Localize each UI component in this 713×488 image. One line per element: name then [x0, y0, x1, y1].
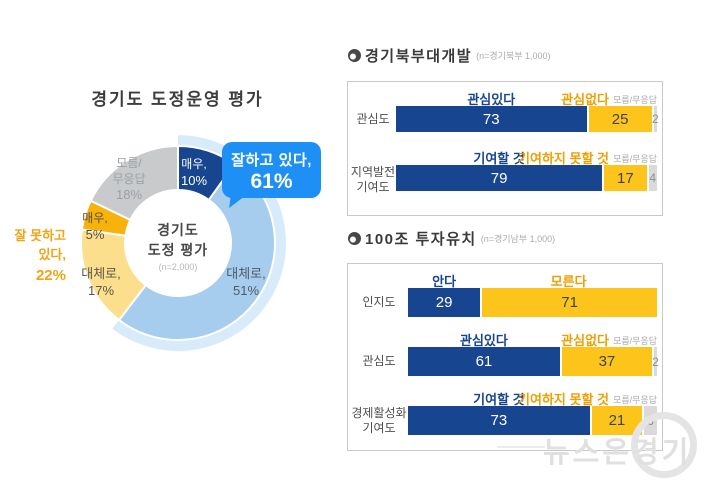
panel2-title-row: 100조 투자유치 (n=경기남부 1,000)	[348, 228, 555, 249]
watermark-line	[497, 446, 545, 448]
dont-know-label: 모름/무응답	[613, 336, 657, 346]
negative-answer-label: 관심없다	[561, 92, 609, 107]
positive-answer-label: 관심있다	[467, 92, 516, 107]
bar-segment-positive: 73	[396, 106, 587, 132]
bar-line: 관심도 61 37 2	[350, 347, 659, 376]
negative-answer-label: 기여하지 못할 것	[518, 392, 609, 407]
positive-callout-bubble: 잘하고 있다, 61%	[222, 142, 321, 210]
bar-header: 관심있다 관심없다 모름/무응답	[408, 330, 657, 348]
donut-sample-size: (n=2,000)	[158, 261, 198, 272]
bar-segment-negative: 17	[602, 165, 647, 191]
bar-row-label: 관심도	[356, 111, 390, 126]
bar-track: 73 25 2	[396, 106, 659, 132]
negative-answer-label: 기여하지 못할 것	[518, 151, 609, 166]
callout-tail	[229, 194, 245, 210]
panel1-bar-chart: 관심있다 관심없다 모름/무응답 관심도 73 25 2 기여할 것 기여하지 못할 것 모름/무…	[347, 81, 663, 216]
bar-track: 61 37 2	[408, 347, 659, 376]
positive-answer-label: 관심있다	[460, 333, 508, 348]
bar-row-label: 경제활성화 기여도	[351, 406, 407, 435]
negative-callout-label: 잘 못하고 있다, 22%	[14, 228, 66, 284]
donut-label-somewhat-negative: 대체로, 17%	[81, 266, 121, 298]
positive-answer-label: 기여할 것	[473, 151, 525, 166]
dont-know-label: 모름/무응답	[613, 154, 657, 164]
negative-answer-label: 모른다	[550, 274, 587, 289]
panel2-sample-size: (n=경기남부 1,000)	[480, 234, 556, 244]
bar-header: 기여할 것 기여하지 못할 것 모름/무응답	[396, 148, 657, 166]
bar-header: 안다 모른다	[408, 271, 657, 289]
donut-label-very-negative: 매우, 5%	[82, 211, 108, 242]
donut-chart	[80, 135, 286, 351]
donut-segment-4	[89, 144, 179, 222]
bullet-icon	[348, 49, 361, 62]
bar-line: 관심도 73 25 2	[350, 106, 659, 132]
watermark: 뉴스온경기	[543, 437, 692, 469]
donut-chart-title: 경기도 도정운영 평가	[91, 90, 264, 109]
bar-segment-negative: 71	[480, 288, 657, 317]
bar-segment-dont-know: 2	[651, 106, 659, 132]
panel2-title: 100조 투자유치	[365, 231, 477, 248]
panel1-title-row: 경기북부대개발 (n=경기북부 1,000)	[348, 45, 551, 66]
donut-center-label: 경기도 도정 평가 (n=2,000)	[128, 220, 228, 272]
bar-line: 지역발전 기여도 79 17 4	[350, 165, 659, 195]
bar-header: 기여할 것 기여하지 못할 것 모름/무응답	[408, 389, 657, 407]
panel1-title: 경기북부대개발	[365, 48, 473, 65]
bar-row: 기여할 것 기여하지 못할 것 모름/무응답 지역발전 기여도 79 17 4	[350, 148, 659, 195]
bar-line: 인지도 29 71	[350, 288, 659, 317]
bar-segment-negative: 25	[586, 106, 652, 132]
donut-glow-ring	[112, 135, 286, 351]
bar-segment-positive: 61	[408, 347, 560, 376]
bar-track: 29 71	[408, 288, 657, 317]
watermark-logo-circle	[631, 412, 697, 478]
donut-label-somewhat-positive: 대체로, 51%	[226, 266, 266, 298]
bar-header: 관심있다 관심없다 모름/무응답	[396, 89, 657, 107]
bar-segment-positive: 79	[396, 165, 603, 191]
bar-segment-positive: 73	[408, 406, 590, 435]
negative-answer-label: 관심없다	[561, 333, 609, 348]
panel1-sample-size: (n=경기북부 1,000)	[476, 51, 551, 61]
bar-row-label: 지역발전 기여도	[350, 165, 396, 194]
donut-segment-1	[117, 162, 276, 341]
bar-row-label: 관심도	[362, 354, 396, 368]
bar-row-label: 인지도	[362, 295, 396, 309]
bullet-icon	[348, 232, 361, 245]
positive-answer-label: 안다	[432, 274, 457, 289]
dont-know-label: 모름/무응답	[613, 95, 657, 105]
positive-answer-label: 기여할 것	[473, 392, 525, 407]
bar-segment-dont-know: 2	[652, 347, 659, 376]
donut-label-dont-know: 모름/ 무응답 18%	[112, 156, 146, 203]
bar-track: 79 17 4	[396, 165, 657, 191]
dont-know-label: 모름/무응답	[613, 395, 657, 405]
bar-segment-dont-know: 4	[646, 165, 657, 191]
bar-segment-positive: 29	[408, 288, 481, 317]
donut-label-very-positive: 매우, 10%	[180, 157, 208, 188]
bar-segment-negative: 37	[559, 347, 652, 376]
